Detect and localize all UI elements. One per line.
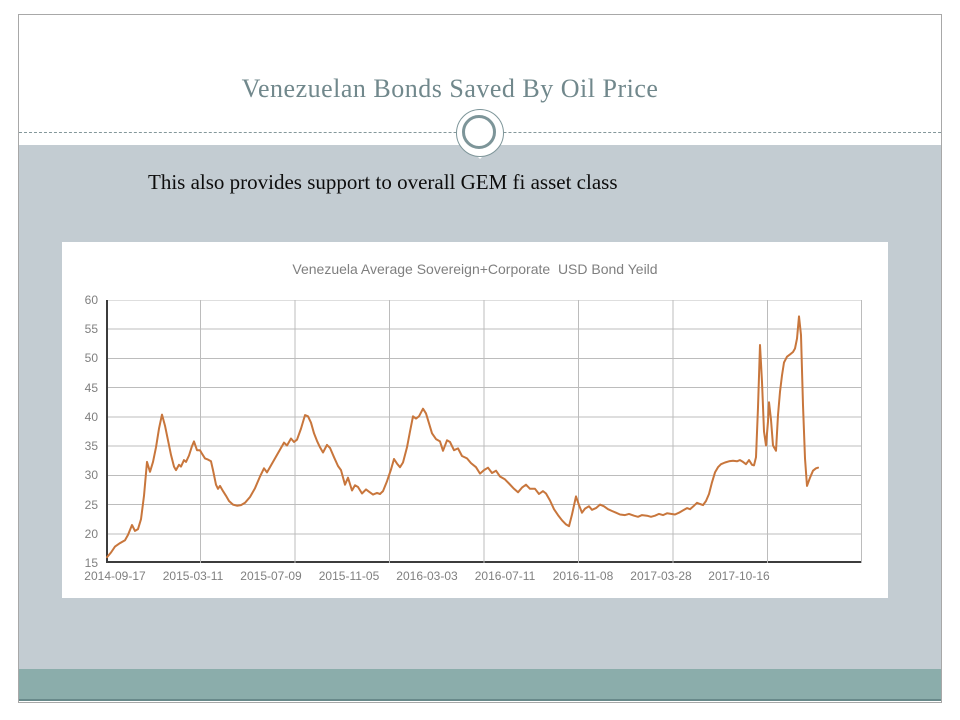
y-tick-label: 40 xyxy=(84,409,98,424)
x-tick-label: 2015-07-09 xyxy=(240,569,302,583)
y-tick-label: 50 xyxy=(84,351,98,366)
x-tick-label: 2017-10-16 xyxy=(708,569,770,583)
chart-panel: Venezuela Average Sovereign+Corporate US… xyxy=(62,242,888,598)
chart-title: Venezuela Average Sovereign+Corporate US… xyxy=(292,261,658,277)
x-tick-label: 2016-11-08 xyxy=(552,569,614,583)
yield-line-series xyxy=(106,315,819,559)
x-tick-label: 2015-11-05 xyxy=(318,569,380,583)
y-tick-label: 45 xyxy=(84,380,98,395)
x-tick-label: 2017-03-28 xyxy=(630,569,692,583)
yield-line-svg xyxy=(106,300,862,563)
x-tick-label: 2016-07-11 xyxy=(474,569,536,583)
x-tick-label: 2014-09-17 xyxy=(84,569,146,583)
y-tick-label: 25 xyxy=(84,497,98,512)
y-tick-label: 55 xyxy=(84,322,98,337)
slide-title: Venezuelan Bonds Saved By Oil Price xyxy=(241,74,659,103)
y-tick-label: 15 xyxy=(84,556,98,570)
slide-subtitle: This also provides support to overall GE… xyxy=(148,170,618,194)
y-tick-label: 20 xyxy=(84,526,98,541)
bottom-accent-band xyxy=(19,669,941,701)
divider-circle-inner-ring xyxy=(462,115,496,149)
x-tick-label: 2016-03-03 xyxy=(396,569,458,583)
y-tick-label: 60 xyxy=(84,293,98,307)
y-tick-label: 30 xyxy=(84,468,98,483)
y-tick-label: 35 xyxy=(84,439,98,454)
x-tick-label: 2015-03-11 xyxy=(162,569,224,583)
